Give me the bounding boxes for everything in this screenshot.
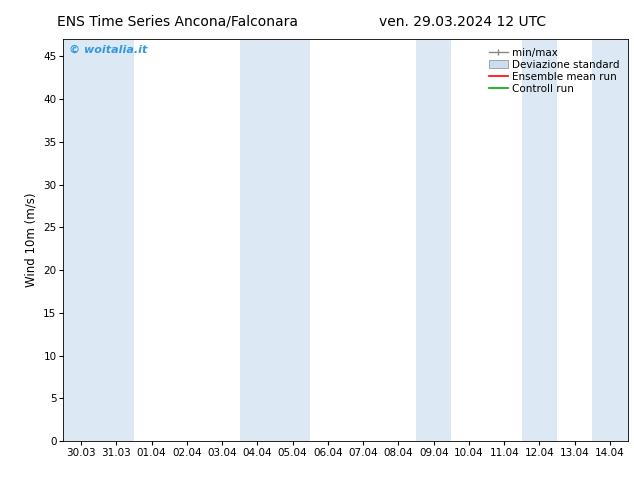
Y-axis label: Wind 10m (m/s): Wind 10m (m/s) [25,193,37,287]
Text: ENS Time Series Ancona/Falconara: ENS Time Series Ancona/Falconara [57,15,298,29]
Bar [99,39,134,441]
Text: ven. 29.03.2024 12 UTC: ven. 29.03.2024 12 UTC [379,15,547,29]
Bar [416,39,451,441]
Text: © woitalia.it: © woitalia.it [69,45,148,55]
Bar [592,39,628,441]
Bar [275,39,310,441]
Bar [240,39,275,441]
Bar [63,39,99,441]
Legend: min/max, Deviazione standard, Ensemble mean run, Controll run: min/max, Deviazione standard, Ensemble m… [486,45,623,97]
Bar [522,39,557,441]
